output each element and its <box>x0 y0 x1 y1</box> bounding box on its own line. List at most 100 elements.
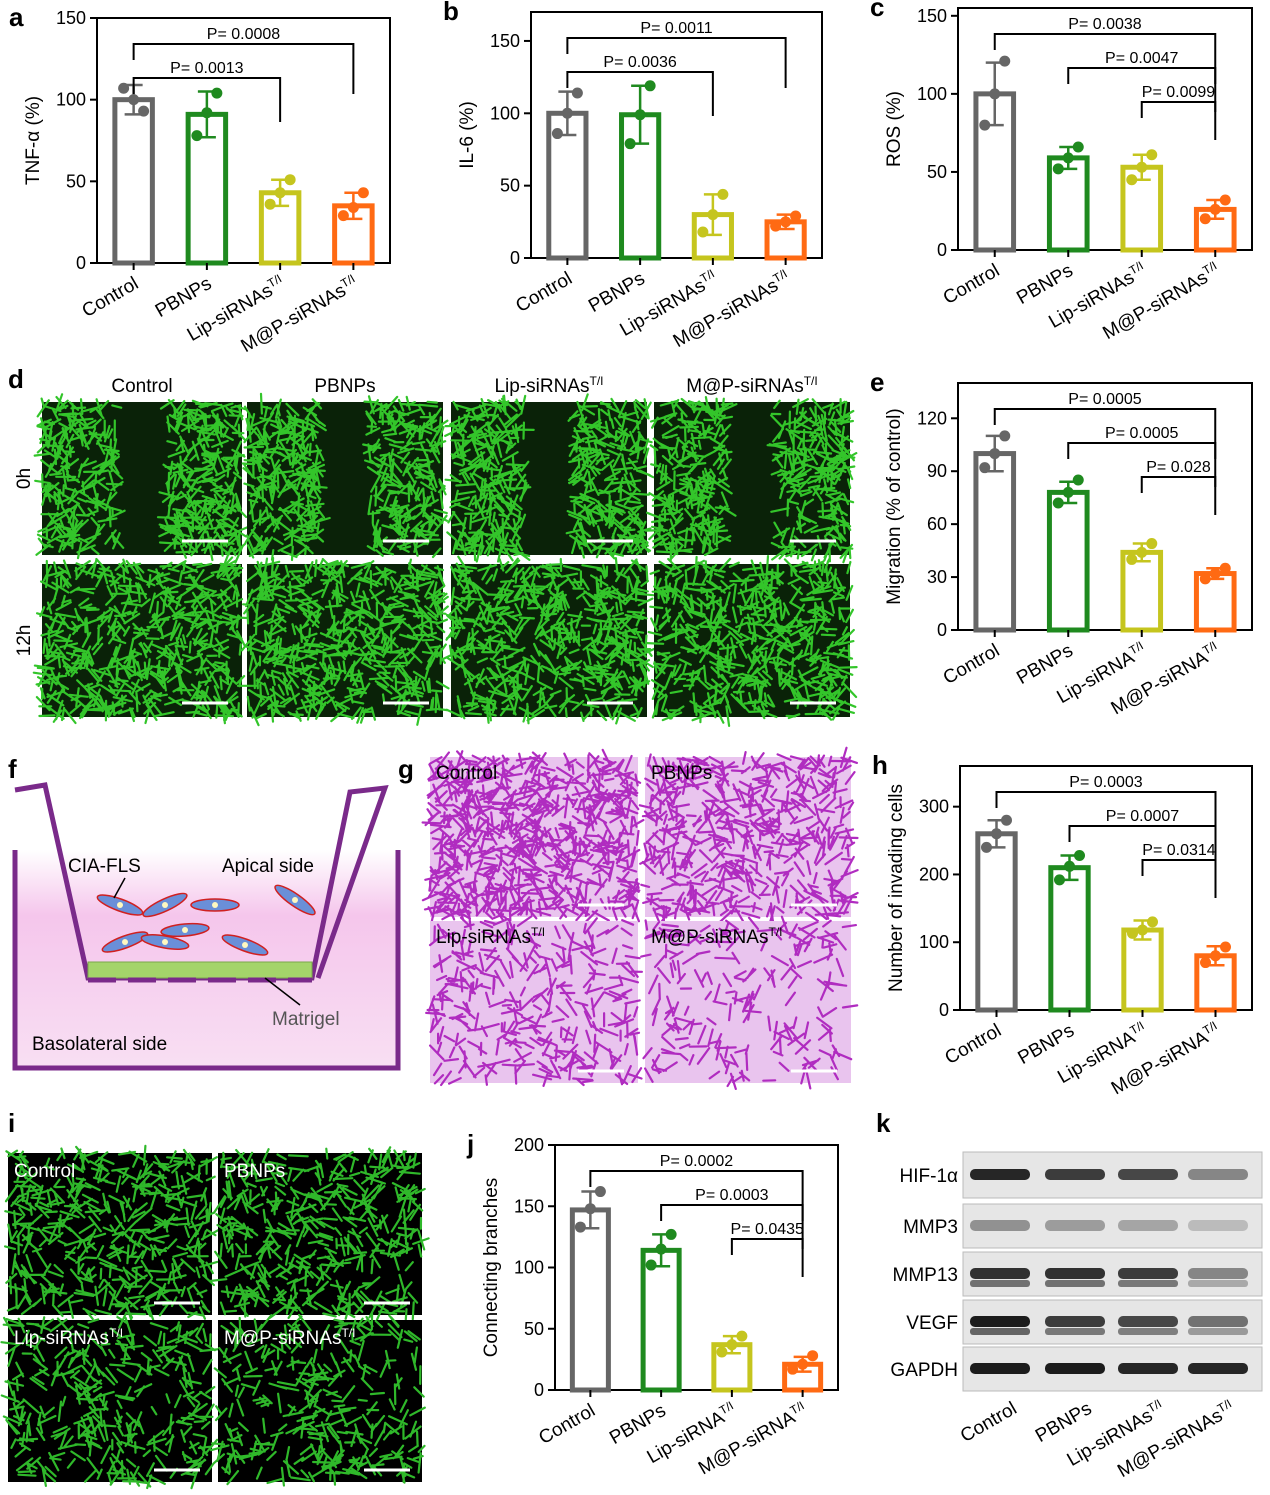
x-tick-label: M@P-siRNAsT/I <box>1098 258 1223 344</box>
data-point <box>1199 213 1211 225</box>
cell-texture <box>208 1146 430 1321</box>
data-point <box>584 1203 596 1215</box>
tile-label: Lip-siRNAsT/I <box>14 1326 123 1349</box>
nucleus <box>212 902 218 908</box>
tile-label-sup: T/I <box>341 1326 355 1340</box>
data-point <box>717 188 729 200</box>
y-tick-label: 50 <box>500 176 520 196</box>
x-tick-label-sup: T/I <box>1200 258 1219 277</box>
x-tick-label-main: Control <box>79 273 143 322</box>
data-point <box>561 107 573 119</box>
diagram-label: Basolateral side <box>32 1034 167 1055</box>
y-tick-label: 0 <box>76 253 86 273</box>
y-tick-label: 50 <box>66 171 86 191</box>
column-label: M@P-siRNAsT/I <box>686 374 817 397</box>
x-tick-label: M@P-siRNAsT/I <box>669 266 794 352</box>
significance-bracket <box>132 77 282 122</box>
x-tick-label-main: Control <box>940 640 1004 689</box>
data-point <box>1137 924 1148 936</box>
x-tick-label-main: Control <box>535 1400 599 1449</box>
p-value: P= 0.0005 <box>1068 391 1142 408</box>
data-point <box>347 201 359 213</box>
data-point <box>979 462 991 474</box>
lane-label: M@P-siRNAsT/I <box>1113 1396 1238 1482</box>
diagram-label: Apical side <box>222 856 314 877</box>
band-label: VEGF <box>906 1313 958 1334</box>
lane-label-main: Control <box>957 1398 1021 1447</box>
significance-bracket <box>566 71 714 116</box>
cell-texture <box>444 393 655 563</box>
data-point <box>797 1358 809 1370</box>
nucleus <box>242 942 248 948</box>
data-point <box>574 1221 586 1233</box>
blot-band <box>970 1363 1030 1374</box>
y-tick-label: 50 <box>524 1319 544 1339</box>
bar <box>973 451 1017 633</box>
lane-label: Control <box>957 1398 1021 1447</box>
blot-band <box>1118 1363 1178 1374</box>
p-value: P= 0.0038 <box>1068 16 1142 33</box>
column-label: Control <box>111 376 172 397</box>
cell-texture <box>421 748 645 924</box>
x-tick-label-sup: T/I <box>771 266 790 285</box>
data-point <box>1136 161 1148 173</box>
x-tick-label: M@P-siRNAsT/I <box>237 271 362 357</box>
data-point <box>989 88 1001 100</box>
cell-texture <box>33 393 248 564</box>
blot-band <box>1045 1280 1105 1287</box>
data-point <box>1199 573 1211 585</box>
y-axis-label: Number of invading cells <box>886 784 907 992</box>
x-tick-label-sup: T/I <box>1127 1018 1146 1037</box>
y-tick-label: 60 <box>927 514 947 534</box>
bar <box>112 97 155 266</box>
data-point <box>1127 927 1138 939</box>
tile-label-main: Lip-siRNAs <box>436 927 531 948</box>
tile-label: Control <box>436 763 497 784</box>
y-axis-label: IL-6 (%) <box>457 101 478 169</box>
y-axis-label: Connecting branches <box>481 1178 502 1358</box>
blot-band <box>1045 1316 1105 1327</box>
blot-band <box>1045 1328 1105 1335</box>
x-tick-label-sup: T/I <box>788 1398 807 1417</box>
x-tick-label-sup: T/I <box>698 266 717 285</box>
data-point <box>191 130 203 142</box>
column-label-main: Control <box>111 376 172 397</box>
data-point <box>594 1186 606 1198</box>
p-value: P= 0.0011 <box>640 20 712 37</box>
panel-letter: f <box>8 754 17 784</box>
cell-texture <box>644 396 858 564</box>
data-point <box>1062 486 1074 498</box>
cell-texture <box>646 555 858 727</box>
p-value: P= 0.0002 <box>660 1153 734 1170</box>
y-tick-label: 150 <box>490 31 520 51</box>
plot-frame <box>530 11 823 259</box>
data-point <box>707 209 719 221</box>
data-point <box>1219 194 1231 206</box>
data-point <box>634 109 646 121</box>
diagram-label: CIA-FLS <box>68 856 141 877</box>
blot-band <box>1045 1268 1105 1279</box>
blot-band <box>1118 1268 1178 1279</box>
data-point <box>981 841 992 853</box>
p-value: P= 0.0047 <box>1105 50 1179 67</box>
data-point <box>1126 174 1138 186</box>
row-label: 12h <box>14 625 35 657</box>
data-point <box>337 210 349 222</box>
x-tick-label-main: Control <box>941 1020 1005 1069</box>
p-value: P= 0.0314 <box>1142 842 1216 859</box>
data-point <box>1126 553 1138 565</box>
data-point <box>736 1330 748 1342</box>
band-label: MMP13 <box>893 1265 958 1286</box>
blot-band <box>1118 1316 1178 1327</box>
blot-band <box>1188 1328 1248 1335</box>
y-tick-label: 100 <box>56 90 86 110</box>
significance-bracket <box>1140 476 1217 515</box>
matrigel-layer <box>87 961 313 979</box>
y-tick-label: 150 <box>917 6 947 26</box>
significance-bracket <box>1067 67 1217 112</box>
x-tick-label: Control <box>940 260 1004 309</box>
plot-frame <box>959 765 1253 1011</box>
data-point <box>807 1350 819 1362</box>
x-tick-label: Control <box>940 640 1004 689</box>
